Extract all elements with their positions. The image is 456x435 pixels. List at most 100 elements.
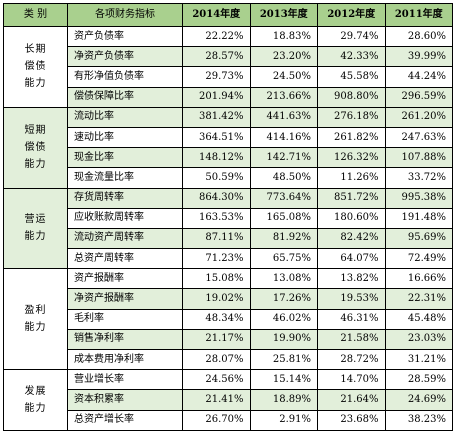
- indicator-value: 107.88%: [384, 147, 453, 169]
- indicator-name: 总资产周转率: [67, 248, 183, 270]
- indicator-value: 163.53%: [182, 207, 251, 229]
- table-row: 应收账款周转率 163.53% 165.08% 180.60% 191.48%: [4, 207, 453, 229]
- indicator-value: 148.12%: [182, 147, 251, 169]
- indicator-name: 净资产报酬率: [67, 288, 183, 310]
- indicator-value: 213.66%: [249, 86, 318, 108]
- indicator-value: 26.70%: [182, 409, 251, 432]
- indicator-value: 28.72%: [317, 348, 386, 371]
- indicator-value: 21.17%: [182, 328, 251, 351]
- header-row: 类 别 各项财务指标 2014年度 2013年度 2012年度 2011年度: [3, 3, 453, 27]
- indicator-value: 24.56%: [182, 369, 251, 391]
- table-row: 净资产负债率 28.57% 23.20% 42.33% 39.99%: [4, 46, 453, 68]
- indicator-name: 现金流量比率: [67, 167, 183, 189]
- indicator-value: 908.80%: [317, 86, 386, 108]
- indicator-value: 13.08%: [249, 268, 318, 290]
- indicator-value: 14.70%: [317, 369, 386, 391]
- indicator-value: 46.31%: [317, 308, 386, 330]
- financial-indicators-table: 类 别 各项财务指标 2014年度 2013年度 2012年度 2011年度 长…: [3, 3, 453, 432]
- header-year-2011: 2011年度: [384, 3, 453, 27]
- indicator-value: 21.58%: [317, 328, 386, 351]
- indicator-value: 180.60%: [317, 207, 386, 229]
- indicator-value: 414.16%: [249, 126, 318, 149]
- indicator-value: 65.75%: [249, 248, 318, 270]
- indicator-value: 95.69%: [384, 227, 453, 250]
- indicator-value: 39.99%: [384, 46, 453, 68]
- indicator-value: 21.64%: [317, 389, 386, 411]
- table-row: 速动比率 364.51% 414.16% 261.82% 247.63%: [4, 126, 453, 149]
- indicator-name: 资产报酬率: [67, 268, 183, 290]
- category-cell: 发展能力: [3, 369, 68, 431]
- indicator-value: 247.63%: [384, 126, 453, 149]
- indicator-value: 995.38%: [384, 187, 453, 209]
- indicator-name: 偿债保障比率: [67, 86, 183, 108]
- indicator-value: 165.08%: [249, 207, 318, 229]
- indicator-value: 87.11%: [182, 227, 251, 250]
- header-year-2012: 2012年度: [317, 3, 386, 27]
- category-cell: 营运能力: [3, 187, 68, 270]
- indicator-value: 28.59%: [384, 369, 453, 391]
- table-row: 盈利能力 资产报酬率 15.08% 13.08% 13.82% 16.66%: [3, 268, 453, 371]
- category-cell: 盈利能力: [3, 268, 68, 371]
- indicator-name: 现金比率: [67, 147, 183, 169]
- table-row: 长期偿债能力 资产负债率 22.22% 18.83% 29.74% 28.60%: [3, 25, 453, 108]
- table-row: 总资产周转率 71.23% 65.75% 64.07% 72.49%: [4, 248, 453, 270]
- indicator-value: 296.59%: [384, 86, 453, 108]
- indicator-name: 应收账款周转率: [67, 207, 183, 229]
- indicator-value: 28.60%: [384, 25, 453, 48]
- indicator-value: 23.20%: [249, 46, 318, 68]
- indicator-value: 126.32%: [317, 147, 386, 169]
- category-label: 发展能力: [24, 386, 47, 415]
- indicator-value: 31.21%: [384, 348, 453, 371]
- indicator-value: 42.33%: [317, 46, 386, 68]
- indicator-value: 45.58%: [317, 66, 386, 88]
- indicator-value: 17.26%: [249, 288, 318, 310]
- indicator-value: 22.31%: [384, 288, 453, 310]
- indicator-value: 33.72%: [384, 167, 453, 189]
- indicator-value: 15.14%: [249, 369, 318, 391]
- indicator-value: 19.53%: [317, 288, 386, 310]
- table-row: 总资产增长率 26.70% 2.91% 23.68% 38.23%: [4, 409, 453, 432]
- indicator-value: 25.81%: [249, 348, 318, 371]
- indicator-name: 流动比率: [67, 106, 183, 128]
- indicator-name: 毛利率: [67, 308, 183, 330]
- category-label: 短期偿债能力: [24, 125, 47, 171]
- header-year-2014: 2014年度: [182, 3, 251, 27]
- indicator-value: 24.50%: [249, 66, 318, 88]
- table-row: 净资产报酬率 19.02% 17.26% 19.53% 22.31%: [4, 288, 453, 310]
- indicator-value: 276.18%: [317, 106, 386, 128]
- indicator-value: 72.49%: [384, 248, 453, 270]
- indicator-value: 44.24%: [384, 66, 453, 88]
- indicator-name: 资产负债率: [67, 25, 183, 48]
- indicator-name: 存货周转率: [67, 187, 183, 209]
- header-year-2013: 2013年度: [249, 3, 318, 27]
- indicator-value: 18.83%: [249, 25, 318, 48]
- indicator-value: 82.42%: [317, 227, 386, 250]
- indicator-value: 71.23%: [182, 248, 251, 270]
- indicator-value: 13.82%: [317, 268, 386, 290]
- category-cell: 短期偿债能力: [3, 106, 68, 189]
- indicator-value: 64.07%: [317, 248, 386, 270]
- indicator-value: 46.02%: [249, 308, 318, 330]
- table-row: 短期偿债能力 流动比率 381.42% 441.63% 276.18% 261.20%: [3, 106, 453, 189]
- category-cell: 长期偿债能力: [3, 26, 68, 108]
- indicator-name: 总资产增长率: [67, 409, 183, 432]
- indicator-name: 流动资产周转率: [67, 227, 183, 250]
- indicator-value: 773.64%: [249, 187, 318, 209]
- indicator-value: 19.90%: [249, 328, 318, 351]
- indicator-value: 381.42%: [182, 106, 251, 128]
- indicator-value: 364.51%: [182, 126, 251, 149]
- indicator-value: 16.66%: [384, 268, 453, 290]
- table-header: 类 别 各项财务指标 2014年度 2013年度 2012年度 2011年度: [3, 3, 453, 27]
- indicator-value: 261.20%: [384, 106, 453, 128]
- indicator-value: 38.23%: [384, 409, 453, 432]
- category-label: 长期偿债能力: [24, 44, 47, 90]
- indicator-value: 28.57%: [182, 46, 251, 68]
- table-row: 现金比率 148.12% 142.71% 126.32% 107.88%: [4, 147, 453, 169]
- indicator-value: 191.48%: [384, 207, 453, 229]
- indicator-value: 851.72%: [317, 187, 386, 209]
- indicator-value: 81.92%: [249, 227, 318, 250]
- indicator-value: 201.94%: [182, 86, 251, 108]
- indicator-value: 261.82%: [317, 126, 386, 149]
- indicator-value: 18.89%: [249, 389, 318, 411]
- table-row: 毛利率 48.34% 46.02% 46.31% 45.48%: [4, 308, 453, 330]
